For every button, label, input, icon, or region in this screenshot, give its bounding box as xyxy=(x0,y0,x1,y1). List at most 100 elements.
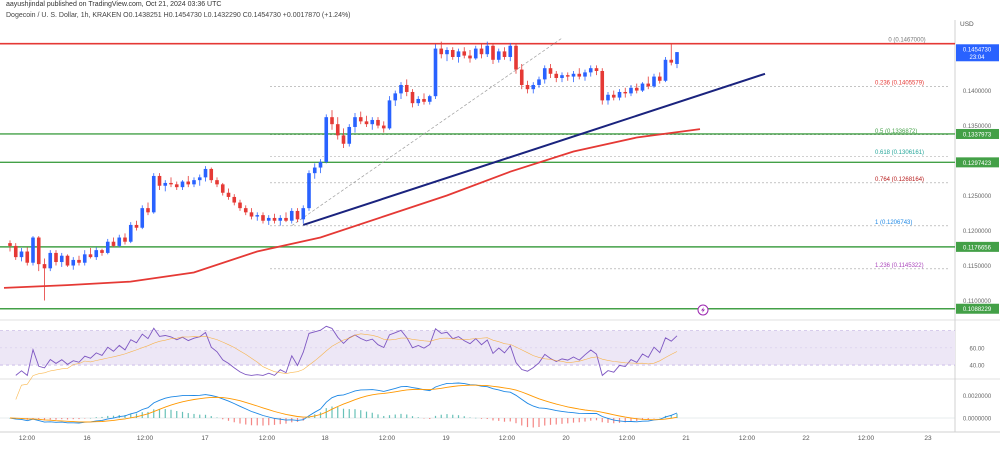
macd-histogram-bar xyxy=(503,418,506,422)
candle-body xyxy=(634,87,639,91)
candle-body xyxy=(42,264,47,269)
macd-histogram-bar xyxy=(147,411,149,418)
candle-body xyxy=(59,255,64,263)
candle-body xyxy=(307,173,311,209)
macd-histogram-bar xyxy=(308,416,310,418)
time-tick: 21 xyxy=(682,435,690,442)
macd-histogram-bar xyxy=(618,418,621,423)
ohlc-low: L0.1432290 xyxy=(203,12,241,19)
rsi-line xyxy=(15,325,678,377)
candle-body xyxy=(88,254,93,258)
candle-body xyxy=(577,73,582,77)
macd-histogram-bar xyxy=(245,418,247,425)
candle-body xyxy=(468,55,472,59)
candle-body xyxy=(433,48,438,97)
candle-body xyxy=(606,94,610,101)
support-price-tag xyxy=(956,128,999,139)
macd-histogram-bar xyxy=(204,414,207,418)
candle-body xyxy=(462,51,467,56)
macd-histogram-bar xyxy=(239,418,241,424)
macd-histogram-bar xyxy=(170,409,172,418)
macd-histogram-bar xyxy=(526,418,529,428)
candle-body xyxy=(554,73,559,78)
time-tick: 17 xyxy=(201,435,209,442)
candle-body xyxy=(600,70,605,101)
macd-histogram-bar xyxy=(423,418,425,419)
candle-body xyxy=(163,182,168,186)
macd-histogram-bar xyxy=(624,418,626,423)
macd-histogram-bar xyxy=(112,415,115,418)
macd-histogram-bar xyxy=(480,418,483,419)
support-price-tag xyxy=(956,303,999,314)
candle-body xyxy=(341,135,346,144)
symbol-line: Dogecoin / U. S. Dollar, 1h, KRAKEN O0.1… xyxy=(6,12,351,19)
macd-line xyxy=(9,382,678,424)
candle-body xyxy=(197,177,202,181)
candle-body xyxy=(71,259,76,266)
candle-body xyxy=(588,68,593,73)
support-price-tag xyxy=(956,241,999,252)
candle-body xyxy=(8,243,12,246)
macd-histogram-bar xyxy=(354,409,356,418)
candle-body xyxy=(669,59,674,63)
macd-histogram-bar xyxy=(676,413,678,418)
macd-histogram-bar xyxy=(285,418,287,424)
candle-body xyxy=(376,119,380,126)
macd-histogram-bar xyxy=(233,418,235,423)
macd-histogram-bar xyxy=(135,413,138,418)
candle-body xyxy=(186,181,191,185)
candle-body xyxy=(652,76,656,87)
candle-body xyxy=(226,192,231,197)
candle-body xyxy=(387,100,392,129)
candle-body xyxy=(232,196,237,203)
candle-body xyxy=(151,175,156,213)
macd-histogram-bar xyxy=(38,418,40,420)
candle-body xyxy=(393,93,398,101)
macd-histogram-bar xyxy=(411,416,414,418)
candle-body xyxy=(169,182,173,185)
macd-histogram-bar xyxy=(383,415,385,418)
candle-body xyxy=(243,208,248,213)
macd-histogram-bar xyxy=(555,418,557,425)
macd-histogram-bar xyxy=(268,418,270,426)
macd-histogram-bar xyxy=(227,418,230,421)
candle-body xyxy=(508,45,513,57)
candle-body xyxy=(19,251,24,258)
candle-body xyxy=(289,210,294,221)
macd-histogram-bar xyxy=(319,412,322,418)
macd-histogram-bar xyxy=(130,413,132,418)
candle-body xyxy=(284,217,288,221)
candle-body xyxy=(111,241,116,246)
price-tick: 0.1100000 xyxy=(963,299,992,305)
candle-body xyxy=(128,224,133,242)
candle-body xyxy=(370,119,375,125)
time-tick: 20 xyxy=(562,435,570,442)
price-tick: 0.1200000 xyxy=(963,229,992,235)
candle-body xyxy=(94,250,99,258)
candle-body xyxy=(571,73,576,77)
support-price-label: 0.1337973 xyxy=(963,132,992,138)
candle-body xyxy=(646,83,651,87)
candle-body xyxy=(404,84,409,92)
candle-body xyxy=(364,121,369,125)
macd-histogram-bar xyxy=(653,418,655,419)
candle-body xyxy=(82,254,87,263)
candle-body xyxy=(140,208,145,228)
candle-body xyxy=(278,217,283,221)
macd-histogram-bar xyxy=(440,414,442,418)
macd-histogram-bar xyxy=(43,418,46,421)
candle-body xyxy=(410,91,415,104)
candle-body xyxy=(445,49,449,55)
macd-signal-line xyxy=(9,384,678,423)
candle-body xyxy=(548,68,553,74)
candle-body xyxy=(542,68,547,80)
macd-histogram-bar xyxy=(365,411,368,418)
macd-histogram-bar xyxy=(164,409,166,418)
macd-histogram-bar xyxy=(78,418,80,420)
time-tick: 22 xyxy=(802,435,810,442)
candle-body xyxy=(427,96,432,102)
macd-histogram-bar xyxy=(670,414,672,418)
ohlc-high: H0.1454730 xyxy=(163,12,202,19)
candle-body xyxy=(657,76,662,81)
